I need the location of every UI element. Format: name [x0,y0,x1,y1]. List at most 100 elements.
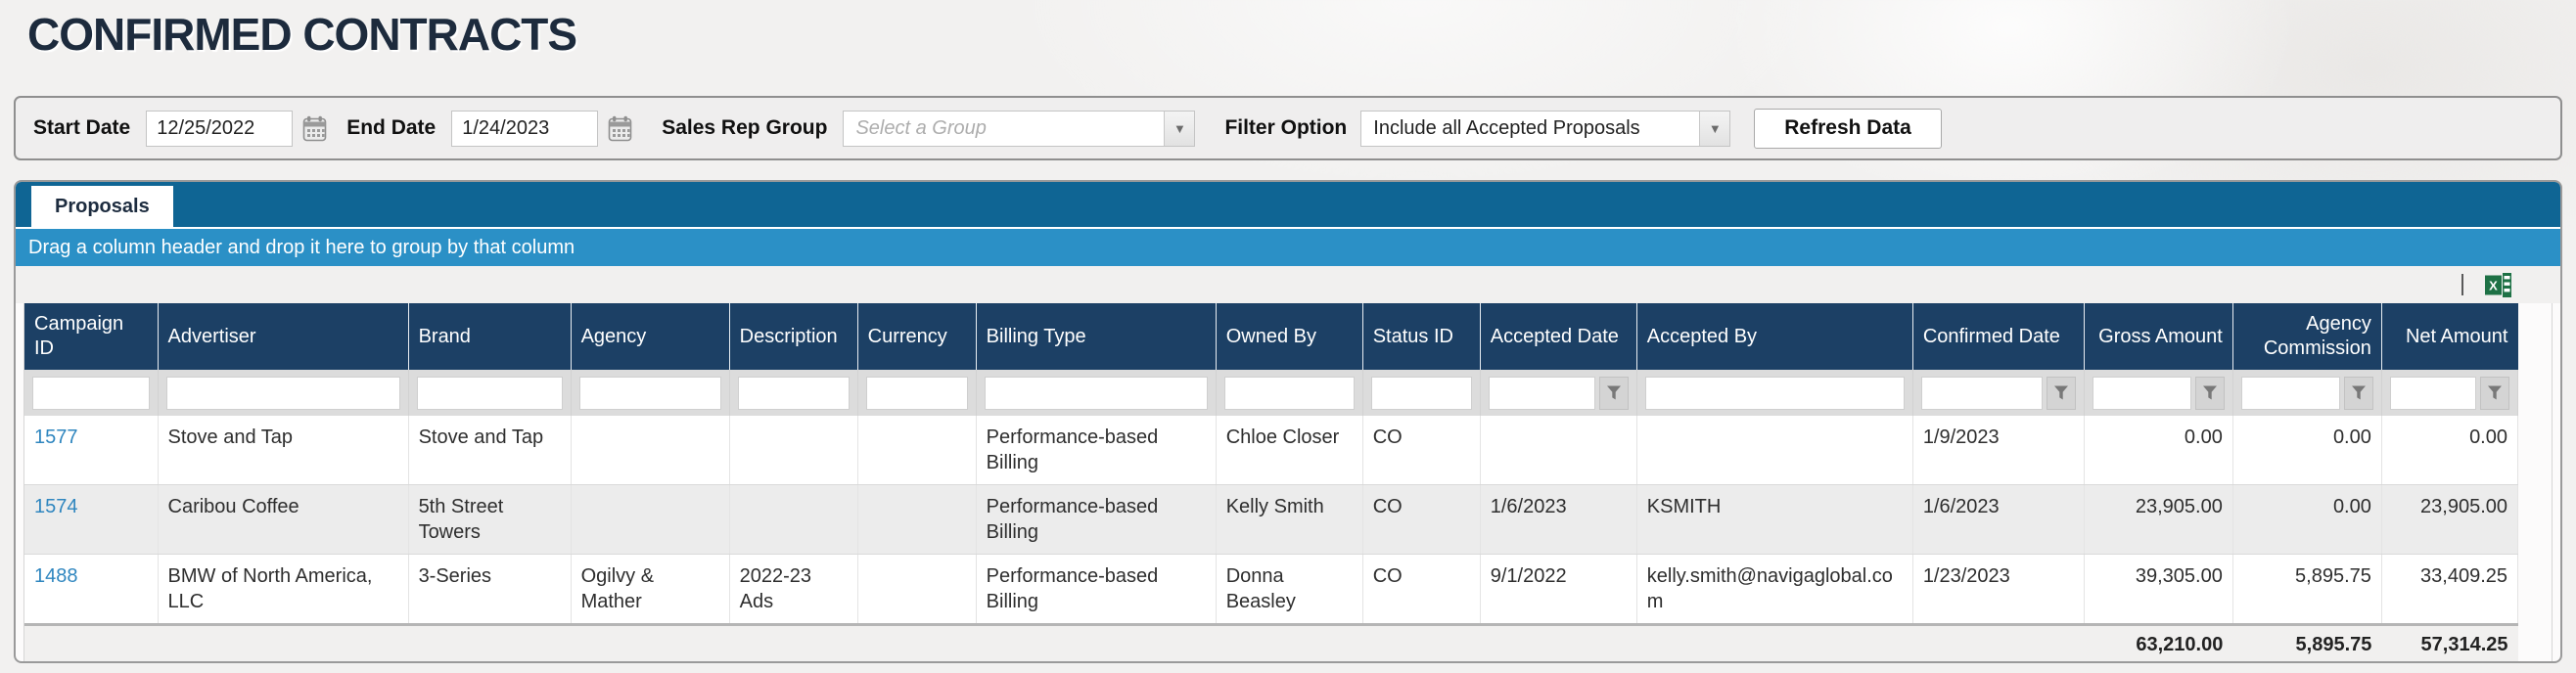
tab-strip: Proposals [16,182,2560,229]
funnel-icon[interactable] [2343,376,2373,410]
start-date-calendar-icon[interactable] [302,115,327,142]
column-header-accepted_by[interactable]: Accepted By [1636,303,1913,370]
proposals-panel: Proposals Drag a column header and drop … [14,180,2562,663]
total-confirmed_date [1912,623,2085,661]
filter-input-billing_type[interactable] [984,376,1208,410]
filter-input-brand[interactable] [416,376,563,410]
funnel-icon[interactable] [2194,376,2225,410]
cell-confirmed_date: 1/6/2023 [1912,484,2085,555]
funnel-icon[interactable] [2046,376,2076,410]
column-header-owned_by[interactable]: Owned By [1216,303,1363,370]
total-agency [571,623,730,661]
filter-input-owned_by[interactable] [1223,376,1355,410]
filter-option-select[interactable]: Include all Accepted Proposals ▼ [1360,110,1731,147]
end-date-calendar-icon[interactable] [608,115,632,142]
cell-campaign_id: 1577 [24,416,159,485]
cell-billing_type: Performance-based Billing [976,416,1217,485]
cell-gross_amount: 23,905.00 [2084,484,2233,555]
funnel-icon[interactable] [2480,376,2509,410]
filter-input-description[interactable] [737,376,850,410]
filter-input-net_amount[interactable] [2389,376,2476,410]
cell-advertiser: Stove and Tap [158,416,409,485]
toolbar-separator [2461,274,2463,295]
column-header-description[interactable]: Description [729,303,858,370]
filter-input-status_id[interactable] [1370,376,1472,410]
cell-campaign_id: 1488 [24,554,159,625]
cell-status_id: CO [1362,484,1481,555]
column-header-net_amount[interactable]: Net Amount [2381,303,2518,370]
sales-rep-group-select[interactable]: Select a Group ▼ [843,110,1196,147]
cell-brand: Stove and Tap [408,416,572,485]
column-header-gross_amount[interactable]: Gross Amount [2084,303,2233,370]
grid-toolbar: X [16,266,2560,303]
grid-totals-row: 63,210.00 5,895.75 57,314.25 [24,623,2518,661]
column-header-currency[interactable]: Currency [857,303,977,370]
filter-input-accepted_by[interactable] [1644,376,1905,410]
filter-input-accepted_date[interactable] [1488,376,1595,410]
cell-agency [571,484,730,555]
cell-net_amount: 23,905.00 [2381,484,2519,555]
sales-rep-group-placeholder: Select a Group [855,116,987,139]
end-date-input[interactable] [451,110,599,147]
cell-accepted_by: KSMITH [1636,484,1913,555]
proposals-grid-wrap: Campaign ID Advertiser Brand Agency Descript… [23,303,2553,661]
filter-option-value: Include all Accepted Proposals [1373,116,1640,139]
cell-advertiser: BMW of North America, LLC [158,554,409,625]
total-owned_by [1216,623,1363,661]
column-header-confirmed_date[interactable]: Confirmed Date [1912,303,2085,370]
cell-agency_commission: 0.00 [2232,484,2382,555]
cell-advertiser: Caribou Coffee [158,484,409,555]
column-header-advertiser[interactable]: Advertiser [158,303,409,370]
total-brand [408,623,572,661]
cell-accepted_date: 9/1/2022 [1480,554,1637,625]
filter-input-confirmed_date[interactable] [1920,376,2043,410]
filter-input-advertiser[interactable] [165,376,400,410]
refresh-data-button[interactable]: Refresh Data [1754,108,1942,149]
column-header-campaign_id[interactable]: Campaign ID [24,303,159,370]
cell-brand: 5th Street Towers [408,484,572,555]
filter-input-campaign_id[interactable] [32,376,150,410]
funnel-icon[interactable] [1598,376,1629,410]
cell-gross_amount: 39,305.00 [2084,554,2233,625]
cell-description: 2022-23 Ads [729,554,858,625]
column-header-agency_commission[interactable]: Agency Commission [2232,303,2382,370]
cell-net_amount: 0.00 [2381,416,2519,485]
total-agency_commission: 5,895.75 [2232,623,2382,661]
chevron-down-icon[interactable]: ▼ [1164,111,1195,146]
total-currency [857,623,977,661]
cell-agency: Ogilvy & Mather [571,554,730,625]
campaign-id-link[interactable]: 1488 [34,565,78,587]
cell-gross_amount: 0.00 [2084,416,2233,485]
filter-bar: Start Date End Date Sales Rep Group [14,96,2562,160]
svg-text:X: X [2489,278,2498,292]
column-header-agency[interactable]: Agency [571,303,730,370]
column-header-accepted_date[interactable]: Accepted Date [1480,303,1637,370]
filter-input-gross_amount[interactable] [2092,376,2191,410]
column-header-status_id[interactable]: Status ID [1362,303,1481,370]
column-header-brand[interactable]: Brand [408,303,572,370]
cell-brand: 3-Series [408,554,572,625]
campaign-id-link[interactable]: 1574 [34,496,78,517]
sales-rep-group-label: Sales Rep Group [662,116,828,139]
tab-proposals[interactable]: Proposals [31,186,173,227]
cell-agency_commission: 0.00 [2232,416,2382,485]
page-title: CONFIRMED CONTRACTS [27,9,577,60]
chevron-down-icon[interactable]: ▼ [1699,111,1730,146]
cell-currency [857,484,977,555]
total-billing_type [976,623,1217,661]
column-header-billing_type[interactable]: Billing Type [976,303,1217,370]
group-by-drop-zone[interactable]: Drag a column header and drop it here to… [16,229,2560,266]
group-by-hint: Drag a column header and drop it here to… [28,236,575,258]
cell-net_amount: 33,409.25 [2381,554,2519,625]
end-date-label: End Date [346,116,437,139]
cell-agency_commission: 5,895.75 [2232,554,2382,625]
filter-input-agency[interactable] [578,376,721,410]
cell-accepted_by: kelly.smith@navigaglobal.com [1636,554,1913,625]
campaign-id-link[interactable]: 1577 [34,426,78,448]
start-date-input[interactable] [146,110,294,147]
start-date-label: Start Date [33,116,131,139]
cell-status_id: CO [1362,416,1481,485]
filter-input-currency[interactable] [865,376,968,410]
excel-export-icon[interactable]: X [2485,272,2511,297]
filter-input-agency_commission[interactable] [2240,376,2340,410]
